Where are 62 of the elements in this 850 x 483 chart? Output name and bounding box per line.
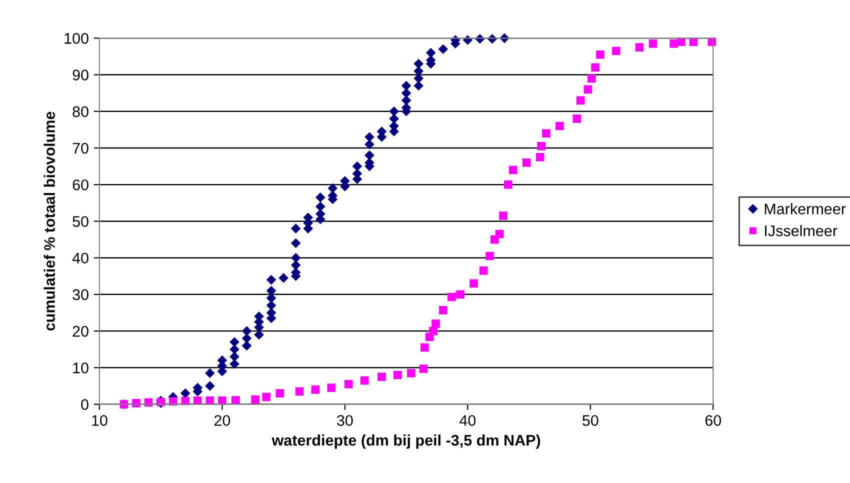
point [670,39,678,48]
point [311,385,320,394]
y-axis-title: cumulatief % totaal biovolume [44,112,55,331]
y-tick-label: 90 [72,70,88,80]
point [438,306,448,314]
x-axis-title: waterdiepte (dm bij peil -3,5 dm NAP) [272,434,540,449]
point [251,395,260,404]
y-tick-label: 100 [64,33,88,44]
point [584,85,592,94]
point [232,396,240,404]
point [470,279,478,288]
point [542,129,550,138]
point [262,392,271,402]
point [537,142,546,150]
point [432,320,440,328]
point [344,380,353,388]
point [556,122,564,130]
point [612,46,620,56]
point [360,376,369,385]
legend-label: Markermeer [764,203,846,214]
x-tick-label: 10 [92,415,108,426]
point [420,343,429,352]
point [591,63,600,72]
point [486,252,494,260]
point [587,74,596,83]
point [448,292,456,302]
x-tick-label: 30 [337,415,353,426]
point [295,387,304,396]
point [499,212,508,220]
x-tick-label: 40 [460,415,476,426]
point [508,166,518,174]
point [495,230,504,238]
y-tick-label: 30 [72,289,88,300]
y-tick-label: 40 [72,252,88,264]
legend-label: IJsselmeer [765,225,838,236]
point [648,39,658,48]
point [407,368,416,378]
point [419,364,428,373]
point [536,152,544,162]
y-tick-label: 10 [73,362,88,374]
y-tick-label: 20 [72,326,88,337]
y-tick-label: 50 [72,216,88,227]
point [576,96,585,105]
point [276,389,284,398]
point [378,372,386,381]
point [677,38,686,46]
y-tick-label: 0 [81,399,88,410]
y-tick-label: 70 [72,142,88,154]
point [504,180,512,189]
point [327,384,336,392]
x-tick-label: 60 [705,415,722,426]
y-tick-label: 60 [72,179,88,190]
x-tick-label: 20 [214,415,230,426]
y-tick-label: 80 [72,106,88,118]
point [394,370,402,380]
point [456,290,464,299]
point [635,43,644,52]
point [479,266,488,275]
point [572,114,582,123]
point [596,50,604,59]
x-tick-label: 50 [582,415,598,426]
point [522,158,531,167]
